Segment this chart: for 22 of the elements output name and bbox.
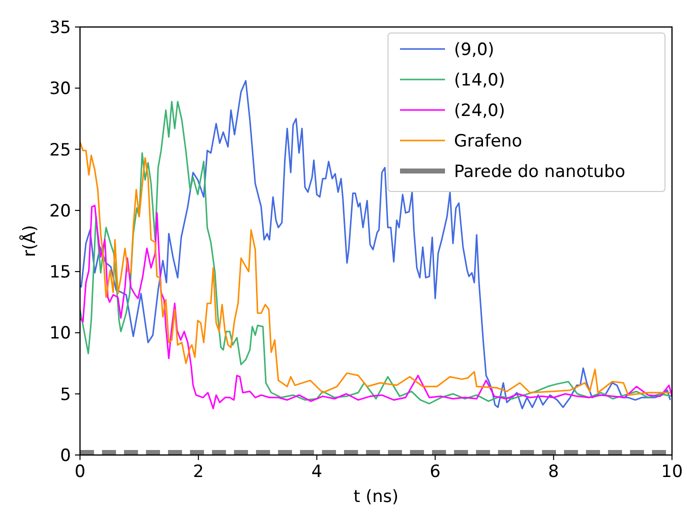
legend-label: Parede do nanotubo — [454, 162, 626, 182]
x-tick-label: 6 — [430, 462, 441, 482]
y-tick-label: 35 — [49, 18, 71, 38]
x-axis-title: t (ns) — [354, 487, 398, 507]
x-tick-label: 4 — [311, 462, 322, 482]
y-tick-label: 25 — [49, 140, 71, 160]
y-axis-title: r(Å) — [19, 225, 40, 257]
x-tick-label: 2 — [192, 462, 204, 482]
legend-label: (24,0) — [454, 101, 506, 121]
y-tick-label: 30 — [49, 79, 71, 100]
y-tick-label: 5 — [60, 384, 71, 405]
x-tick-label: 0 — [74, 462, 86, 482]
x-tick-label: 8 — [548, 462, 560, 482]
y-tick-label: 0 — [60, 446, 71, 466]
legend-label: Grafeno — [454, 132, 522, 152]
x-tick-label: 10 — [661, 462, 683, 482]
legend-label: (9,0) — [454, 40, 494, 60]
y-tick-label: 10 — [49, 324, 71, 344]
legend-label: (14,0) — [454, 70, 506, 90]
y-tick-label: 15 — [49, 262, 71, 283]
y-tick-label: 20 — [49, 201, 71, 222]
line-series — [80, 204, 672, 410]
